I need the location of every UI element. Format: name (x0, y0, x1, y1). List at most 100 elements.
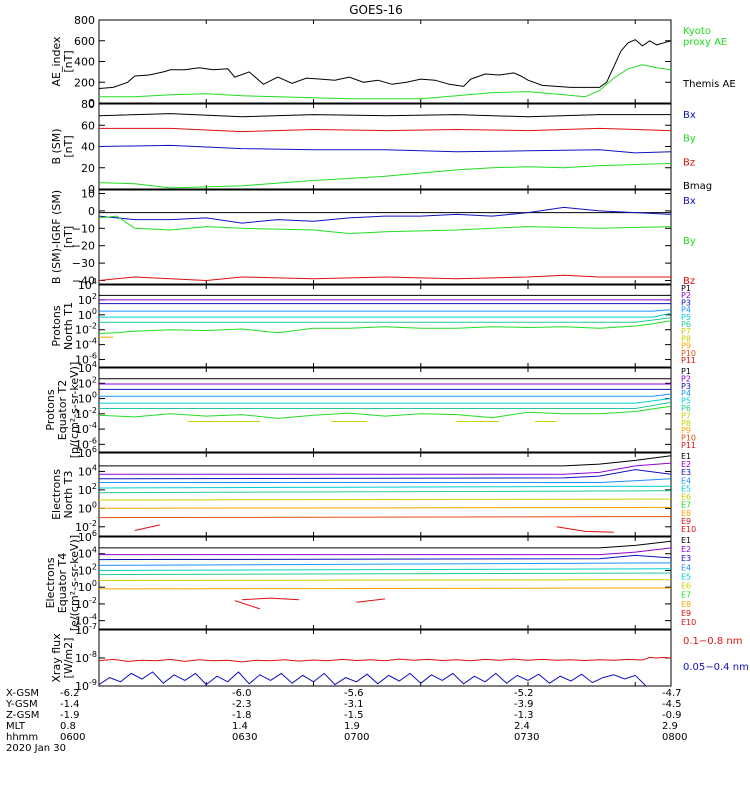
y-tick-base: 10 (78, 362, 92, 375)
y-tick-exponent: -2 (89, 322, 97, 331)
series-line (99, 320, 671, 334)
series-line (99, 490, 671, 494)
y-tick-label: 10-6 (75, 436, 97, 451)
legend-entry: P3 (681, 382, 691, 391)
y-tick-base: 10 (75, 339, 89, 352)
y-axis-label: ProtonsNorth T1 (50, 302, 75, 350)
legend-entry: E2 (681, 460, 691, 469)
y-tick-base: 10 (75, 615, 89, 628)
y-tick-exponent: -4 (89, 613, 97, 622)
series-line (99, 317, 671, 323)
legend-entry: P6 (681, 404, 691, 413)
legend-label-line: Kyoto (683, 26, 711, 37)
legend-label-line: P11 (681, 356, 696, 365)
series-line (99, 568, 671, 571)
y-tick-base: 10 (78, 502, 92, 515)
y-tick-label: 10-6 (75, 352, 97, 367)
legend-label-line: P8 (681, 334, 691, 343)
legend-entry: Kyoto proxy AE (683, 26, 727, 48)
legend-label-line: E6 (681, 582, 691, 591)
series-line (99, 393, 671, 397)
y-gsm-value: -2.3 (232, 699, 252, 710)
y-tick-label: 10-4 (75, 613, 97, 628)
y-axis-label: ProtonsEquator T2[p/(cm²-s-sr-keV)] (44, 362, 81, 459)
footer-column-0700: -5.6 -3.1 -1.5 1.9 0700 (344, 688, 392, 743)
legend-label-line: E3 (681, 468, 691, 477)
y-tick-base: 10 (78, 581, 92, 594)
legend-entry: E5 (681, 484, 691, 493)
y-axis-label-line: B (SM)-IGRF (SM) (50, 190, 63, 284)
legend-entry: By (683, 236, 696, 247)
y-gsm-value: -3.9 (514, 699, 534, 710)
y-tick-exponent: 4 (92, 277, 97, 286)
y-tick-exponent: 6 (92, 445, 97, 454)
legend-label-line: By (683, 236, 696, 247)
y-tick-base: 10 (78, 531, 92, 544)
series-line (356, 598, 386, 603)
y-tick-label: 100 (78, 307, 97, 322)
y-tick-label: 600 (74, 35, 95, 48)
y-axis-label-line: Equator T2 (56, 380, 69, 440)
y-tick-exponent: 2 (92, 562, 97, 571)
legend-label-line: E8 (681, 600, 691, 609)
series-line (99, 656, 671, 663)
y-tick-label: 102 (78, 375, 97, 390)
x-gsm-value: -6.0 (232, 688, 252, 699)
panel-frame (98, 189, 672, 285)
y-tick-label: 10-4 (75, 421, 97, 436)
y-tick-exponent: 4 (92, 546, 97, 555)
legend-label-line: E1 (681, 452, 691, 461)
series-line (99, 516, 671, 519)
y-gsm-value: -1.4 (60, 699, 80, 710)
y-tick-label: 40 (81, 141, 95, 154)
footer-column-0630: -6.0 -2.3 -1.8 1.4 0630 (232, 688, 280, 743)
y-tick-label: 100 (78, 391, 97, 406)
y-tick-exponent: 4 (92, 463, 97, 472)
y-tick-label: −20 (72, 240, 95, 253)
legend-label-line: P3 (681, 298, 691, 307)
y-tick-base: 10 (78, 447, 92, 460)
legend-label-line: 0.05−0.4 nm (683, 662, 749, 673)
y-tick-label: 60 (81, 119, 95, 132)
y-axis-label-line: [nT] (62, 135, 75, 157)
panel-bsmigrf: −40 −30 −20 −10 0 10 B (SM)-IGRF (SM)[nT] Bx By B… (50, 187, 696, 287)
legend-label-line: By (683, 134, 696, 145)
y-tick-exponent: -8 (89, 650, 97, 659)
legend-label-line: P4 (681, 389, 691, 398)
series-line (99, 144, 671, 154)
y-tick-label: 400 (74, 56, 95, 69)
series-line (99, 506, 671, 509)
series-line (99, 312, 671, 318)
y-axis-label: ElectronsNorth T3 (50, 469, 75, 520)
hhmm-value: 0700 (344, 732, 370, 743)
series-line (99, 554, 671, 561)
legend-entry: P2 (681, 374, 691, 383)
legend-entry: P5 (681, 397, 691, 406)
y-tick-label: 100 (78, 500, 97, 515)
footer-row-labels: X-GSM Y-GSM Z-GSM MLT hhmm 2020 Jan 30 (6, 688, 66, 754)
legend-label-line: E6 (681, 493, 691, 502)
hhmm-value: 0600 (60, 732, 86, 743)
y-tick-label: 10-2 (75, 519, 97, 534)
y-tick-base: 10 (75, 652, 89, 665)
series-line (99, 163, 671, 189)
y-tick-exponent: -2 (89, 519, 97, 528)
legend-label-line: E9 (681, 517, 691, 526)
legend-entry: E2 (681, 545, 691, 554)
panel-frame (98, 284, 672, 368)
legend-label-line: Bx (683, 196, 696, 207)
legend-entry: E6 (681, 493, 691, 502)
legend-entry: E10 (681, 525, 696, 534)
y-tick-base: 10 (78, 564, 92, 577)
y-tick-label: 10-9 (75, 678, 97, 693)
legend-label-line: E10 (681, 618, 696, 627)
legend-label-line: P10 (681, 434, 696, 443)
series-line (99, 64, 671, 100)
legend-entry: E10 (681, 618, 696, 627)
legend-label-line: E2 (681, 545, 691, 554)
series-line (99, 206, 671, 224)
legend-label-line: proxy AE (683, 37, 727, 48)
hhmm-value: 0730 (514, 732, 540, 743)
